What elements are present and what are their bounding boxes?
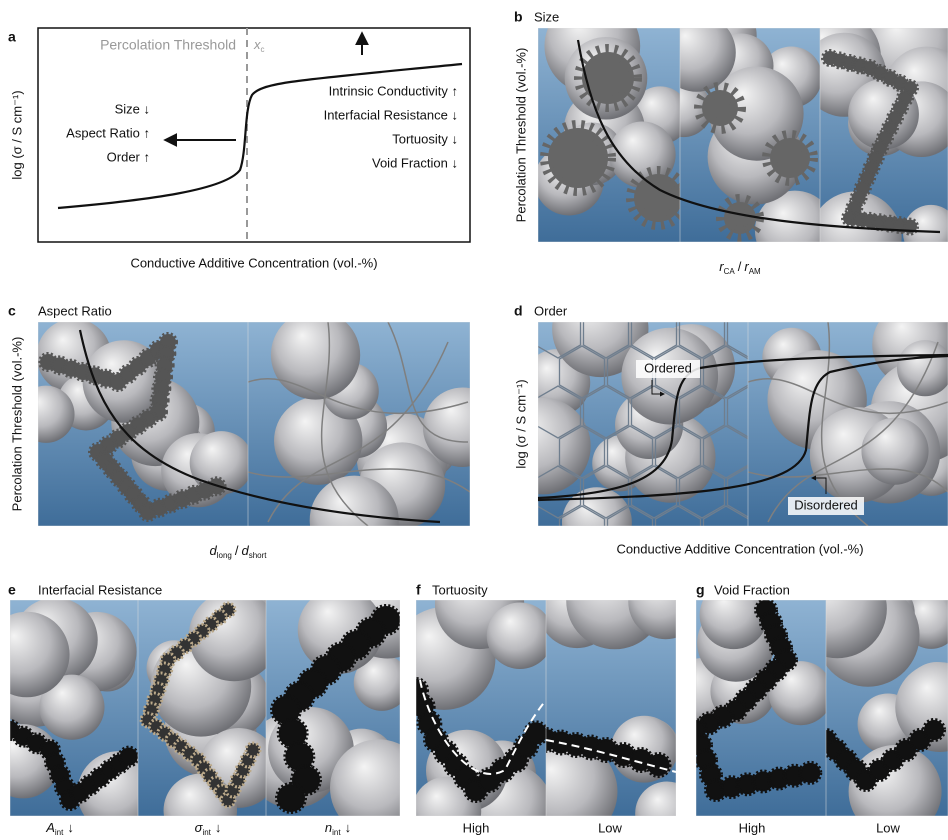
- annotation: Disordered: [794, 497, 858, 512]
- separator: /: [738, 259, 742, 274]
- figure: a Percolation Threshold xc Size ↓ Aspect …: [0, 0, 948, 840]
- panel-letter: g: [696, 582, 705, 598]
- particle-field: [245, 559, 437, 836]
- conductive-additive: [277, 784, 305, 812]
- conductive-additive: [634, 174, 682, 222]
- threshold-label: Percolation Threshold: [100, 37, 236, 53]
- particle-field: [534, 0, 689, 242]
- y-axis-label: Percolation Threshold (vol.-%): [513, 48, 528, 223]
- conductive-additive: [548, 128, 608, 188]
- conductive-additive: [724, 202, 756, 234]
- particle-field: [0, 598, 160, 834]
- active-particle: [494, 398, 591, 495]
- conductive-additive: [702, 90, 738, 126]
- separator: /: [235, 543, 239, 558]
- particle-field: [667, 581, 833, 816]
- panel-letter: f: [416, 582, 421, 598]
- subscript: int: [332, 828, 341, 837]
- subscript: c: [261, 45, 265, 54]
- y-axis-label: log (σ / S cm⁻¹): [9, 90, 24, 179]
- subscript: int: [55, 828, 64, 837]
- panel-title: Interfacial Resistance: [38, 582, 162, 597]
- annotation: Ordered: [644, 360, 692, 375]
- conductive-additive: [120, 748, 138, 766]
- factor: Interfacial Resistance ↓: [324, 107, 458, 122]
- label: Aint↓: [45, 820, 74, 837]
- y-axis-label: Percolation Threshold (vol.-%): [9, 337, 24, 512]
- subscript: int: [202, 828, 211, 837]
- active-particle: [423, 387, 503, 467]
- active-particle: [310, 476, 399, 565]
- particle-field: [393, 560, 554, 840]
- panel-title: Order: [534, 303, 568, 318]
- conductive-additive: [582, 52, 634, 104]
- panel-letter: a: [8, 29, 16, 45]
- x-axis-label: Conductive Additive Concentration (vol.-…: [130, 255, 377, 270]
- factor: Intrinsic Conductivity ↑: [329, 83, 458, 98]
- label: Low: [876, 820, 900, 835]
- particle-field: [748, 303, 948, 526]
- active-particle: [628, 564, 703, 639]
- conductive-additive: [924, 720, 944, 740]
- particle-field: [656, 0, 835, 271]
- subscript: CA: [724, 267, 736, 276]
- particle-field: [17, 319, 253, 526]
- subscript: long: [217, 551, 232, 560]
- factor: Void Fraction ↓: [372, 155, 458, 170]
- label: High: [739, 820, 766, 835]
- panel-e-labels: Aint↓σint↓nint↓: [45, 820, 351, 837]
- active-particle: [271, 310, 360, 399]
- right-factors: Intrinsic Conductivity ↑ Interfacial Resi…: [324, 83, 458, 170]
- panel-title: Aspect Ratio: [38, 303, 112, 318]
- arrow: ↓: [215, 820, 222, 835]
- factor: Tortuosity ↓: [392, 131, 458, 146]
- conductive-additive: [246, 743, 260, 757]
- label: nint ↓: [325, 820, 351, 837]
- particle-field: [138, 589, 280, 840]
- particle-field: [248, 310, 502, 564]
- conductive-additive: [770, 138, 810, 178]
- y-axis-label: log (σ / S cm⁻¹): [513, 379, 528, 468]
- conductive-additive: [800, 763, 820, 783]
- factor: Order ↑: [107, 149, 150, 164]
- panel-letter: d: [514, 303, 523, 319]
- label: Low: [598, 820, 622, 835]
- panel-letter: e: [8, 582, 16, 598]
- panel-title: Void Fraction: [714, 582, 790, 597]
- panel-letter: c: [8, 303, 16, 319]
- label: High: [463, 820, 490, 835]
- panel-title: Size: [534, 9, 559, 24]
- x-axis-label: rCA/rAM: [719, 259, 761, 276]
- x-axis-label: dlong/dshort: [209, 543, 267, 560]
- threshold-symbol: xc: [253, 37, 265, 54]
- subscript: AM: [749, 267, 761, 276]
- panel-title: Tortuosity: [432, 582, 488, 597]
- active-particle: [487, 602, 554, 669]
- factor: Aspect Ratio ↑: [66, 125, 150, 140]
- panel-letter: b: [514, 9, 523, 25]
- arrow: ↓: [67, 820, 74, 835]
- left-factors: Size ↓ Aspect Ratio ↑ Order ↑: [66, 101, 150, 164]
- x-axis-label: Conductive Additive Concentration (vol.-…: [616, 541, 863, 556]
- factor: Size ↓: [115, 101, 150, 116]
- active-particle: [17, 386, 74, 443]
- arrow: ↓: [345, 820, 352, 835]
- symbol: n: [325, 820, 332, 835]
- symbol: A: [45, 820, 55, 835]
- subscript: short: [249, 551, 268, 560]
- label: σint↓: [195, 820, 222, 837]
